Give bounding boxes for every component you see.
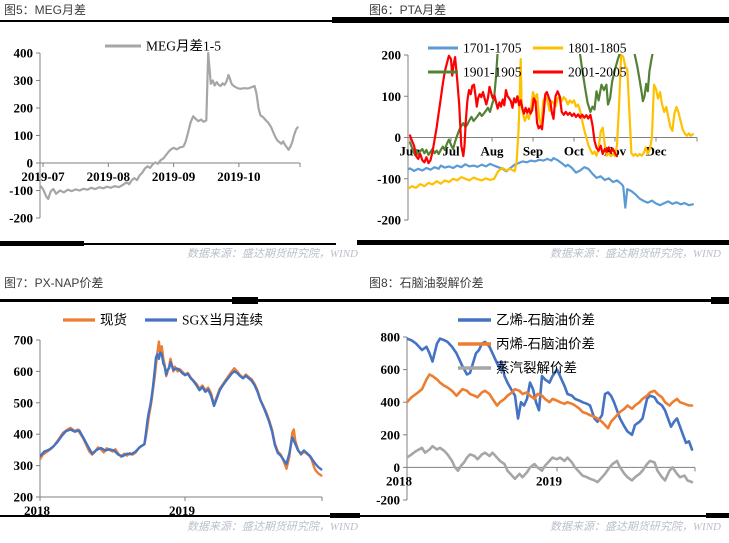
svg-text:-100: -100 (377, 171, 401, 186)
legend-label: 1701-1705 (463, 41, 522, 56)
divider-bottom (0, 515, 729, 517)
divider-bottom-end (706, 513, 729, 518)
figure8-title: 图8：石脑油裂解价差 (369, 276, 484, 290)
legend-label: 蒸汽裂解价差 (496, 361, 577, 376)
legend: MEG月差1-5 (105, 39, 221, 54)
svg-text:2018: 2018 (386, 473, 413, 488)
series-line (408, 54, 654, 156)
svg-text:200: 200 (382, 48, 402, 63)
divider-mid-left-thin (84, 243, 336, 245)
source-note-fig5: 数据来源：盛达期货研究院，WIND (186, 248, 358, 260)
svg-text:-100: -100 (9, 183, 33, 198)
legend-label: 1901-1905 (463, 65, 522, 80)
svg-text:Oct: Oct (564, 144, 585, 159)
chart-svg-0: 400 300 200 100 0 -100 -200 2019-07 2019-08 2019-… (9, 39, 301, 226)
figure5-title: 图5：MEG月差 (4, 3, 87, 17)
svg-text:2019-10: 2019-10 (217, 169, 260, 184)
series-line (407, 444, 694, 484)
legend-label: 现货 (100, 312, 127, 328)
divider-top-right (332, 17, 729, 23)
legend-label: 2001-2005 (568, 65, 627, 80)
svg-text:600: 600 (381, 362, 401, 377)
svg-text:600: 600 (14, 364, 34, 379)
svg-text:0: 0 (27, 156, 34, 171)
pta-month-spread-chart: 200 100 0 -100 -200 Jun Jul Aug Sep Oct Nov Dec 1701… (365, 28, 729, 242)
svg-text:2019: 2019 (536, 473, 563, 488)
series-line (408, 54, 619, 165)
meg-month-spread-chart: 400 300 200 100 0 -100 -200 2019-07 2019-08 2019-… (0, 28, 364, 242)
svg-text:100: 100 (14, 128, 34, 143)
series-line (408, 157, 694, 209)
svg-text:700: 700 (14, 333, 34, 348)
svg-text:200: 200 (381, 427, 401, 442)
series-line (408, 54, 694, 190)
figure6-title: 图6：PTA月差 (369, 3, 447, 17)
svg-text:200: 200 (14, 101, 34, 116)
series-line (40, 52, 299, 201)
svg-text:300: 300 (14, 73, 34, 88)
svg-text:0: 0 (394, 460, 401, 475)
svg-text:500: 500 (14, 395, 34, 410)
source-note-fig6: 数据来源：盛达期货研究院，WIND (549, 248, 721, 260)
svg-text:-200: -200 (377, 213, 401, 228)
svg-text:0: 0 (395, 130, 402, 145)
svg-text:2019-08: 2019-08 (87, 169, 131, 184)
legend: 现货 SGX当月连续 (63, 312, 263, 328)
svg-text:400: 400 (381, 395, 401, 410)
divider-mid-left-thick (0, 241, 84, 246)
series-line (407, 373, 694, 430)
series-line (407, 337, 694, 451)
svg-text:400: 400 (14, 46, 34, 61)
legend-label: MEG月差1-5 (146, 39, 221, 54)
divider-row2-top-notch (232, 297, 258, 304)
svg-text:100: 100 (382, 89, 402, 104)
svg-text:2019-07: 2019-07 (21, 169, 65, 184)
legend-label: 乙烯-石脑油价差 (496, 313, 595, 328)
svg-text:Aug: Aug (480, 144, 504, 159)
svg-text:Sep: Sep (523, 144, 543, 159)
divider-bottom-notch (330, 513, 360, 518)
divider-row2-top-end (711, 297, 729, 304)
divider-mid-right (357, 240, 729, 245)
source-note-fig8: 数据来源：盛达期货研究院，WIND (549, 521, 721, 533)
series-line (40, 351, 323, 471)
naphtha-crack-spread-chart: 800 600 400 200 0 -200 2018 2019 乙烯-石脑油价差 丙烯-石脑油价… (365, 308, 729, 522)
svg-text:-200: -200 (376, 493, 400, 508)
svg-text:2019-09: 2019-09 (152, 169, 196, 184)
svg-text:400: 400 (14, 427, 34, 442)
svg-text:300: 300 (14, 458, 34, 473)
divider-row2-top (0, 299, 729, 302)
source-note-fig7: 数据来源：盛达期货研究院，WIND (186, 521, 358, 533)
svg-text:200: 200 (14, 490, 34, 505)
legend-label: 丙烯-石脑油价差 (496, 337, 595, 352)
svg-text:-200: -200 (9, 211, 33, 226)
legend-label: SGX当月连续 (182, 313, 263, 328)
divider-top-left (0, 20, 332, 22)
svg-text:2018: 2018 (24, 503, 51, 518)
legend: 1701-1705 1801-1805 1901-1905 2001-2005 (428, 41, 627, 80)
chart-svg-3: 800 600 400 200 0 -200 2018 2019 乙烯-石脑油价差丙烯-石脑油价… (376, 313, 696, 508)
legend-label: 1801-1805 (568, 41, 627, 56)
px-nap-spread-chart: 700 600 500 400 300 200 2018 2019 现货 SGX当月连续 (0, 308, 364, 522)
svg-text:2019: 2019 (169, 503, 196, 518)
figure7-title: 图7：PX-NAP价差 (4, 276, 104, 290)
svg-text:800: 800 (381, 330, 401, 345)
